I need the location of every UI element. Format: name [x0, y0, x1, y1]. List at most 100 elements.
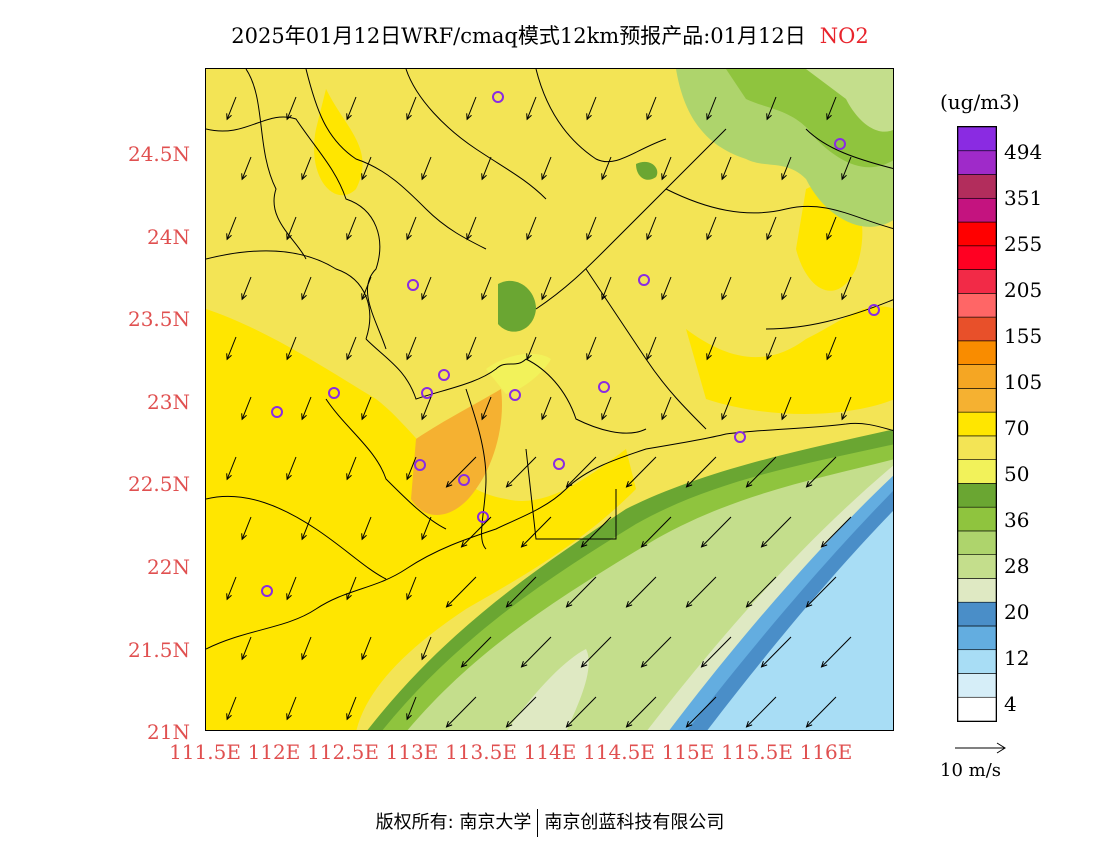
wind-arrow — [781, 156, 792, 181]
wind-arrow — [421, 636, 432, 661]
wind-arrow — [781, 396, 792, 421]
wind-arrow — [586, 216, 597, 241]
wind-arrow — [445, 456, 477, 488]
wind-arrow — [481, 156, 492, 181]
station-markers — [261, 91, 880, 597]
wind-arrow — [421, 396, 432, 421]
wind-arrow — [841, 156, 852, 181]
wind-arrow — [301, 396, 312, 421]
wind-arrow — [700, 516, 732, 548]
lon-label: 114.5E — [583, 740, 655, 764]
copyright-footer: 版权所有: 南京大学 南京创蓝科技有限公司 — [0, 808, 1100, 837]
colorbar-tick-label: 494 — [1004, 140, 1043, 164]
zone-70-105-north — [314, 89, 363, 196]
lat-label: 23N — [147, 390, 190, 414]
colorbar-swatch — [957, 340, 997, 365]
colorbar-swatch — [957, 221, 997, 247]
wind-arrow — [361, 276, 372, 301]
colorbar-swatch — [957, 483, 997, 508]
wind-arrow — [226, 96, 237, 121]
wind-arrow — [361, 396, 372, 421]
concentration-field — [206, 69, 893, 730]
wind-arrow — [685, 696, 717, 728]
lat-label: 21N — [147, 720, 190, 744]
lon-label: 115.5E — [721, 740, 793, 764]
wind-reference-arrow — [955, 742, 1006, 754]
colorbar-swatches — [957, 126, 997, 722]
admin-boundaries — [206, 69, 893, 580]
wind-arrow — [760, 516, 792, 548]
lon-label: 115E — [661, 740, 715, 764]
wind-arrow — [766, 216, 777, 241]
colorbar-swatch — [957, 530, 997, 555]
wind-arrow — [346, 696, 357, 721]
colorbar-swatch — [957, 174, 997, 199]
wind-arrow — [466, 336, 477, 361]
colorbar-swatch — [957, 625, 997, 651]
wind-arrow — [826, 216, 837, 241]
wind-reference-label: 10 m/s — [940, 760, 1001, 781]
wind-arrow — [406, 216, 417, 241]
station-marker — [868, 304, 880, 316]
lat-label: 21.5N — [127, 638, 190, 662]
station-marker — [834, 138, 846, 150]
wind-arrow — [826, 336, 837, 361]
lon-label: 111.5E — [169, 740, 241, 764]
wind-arrow — [625, 696, 657, 728]
wind-arrow — [505, 696, 537, 728]
lon-label: 113E — [385, 740, 439, 764]
wind-arrow — [526, 96, 537, 121]
station-marker — [598, 381, 610, 393]
lat-label: 22.5N — [127, 472, 190, 496]
station-marker — [421, 387, 433, 399]
wind-arrow — [241, 396, 252, 421]
colorbar-tick-label: 20 — [1004, 600, 1030, 624]
footer-separator — [537, 809, 539, 837]
station-marker — [458, 474, 470, 486]
colorbar-swatch — [957, 554, 997, 579]
station-marker — [638, 274, 650, 286]
colorbar-swatch — [957, 269, 997, 294]
wind-arrow — [685, 456, 717, 488]
wind-arrow — [286, 696, 297, 721]
wind-arrow — [505, 456, 537, 488]
wind-arrow — [760, 636, 792, 668]
colorbar-swatch — [957, 126, 997, 152]
wind-arrow — [700, 636, 732, 668]
wind-arrow — [565, 576, 597, 608]
wind-arrow — [460, 636, 492, 668]
lat-label: 24N — [147, 225, 190, 249]
station-marker — [261, 585, 273, 597]
wind-arrow — [406, 336, 417, 361]
station-marker — [492, 91, 504, 103]
wind-arrow — [820, 636, 852, 668]
wind-arrow — [505, 576, 537, 608]
wind-arrow — [526, 216, 537, 241]
zone-sea-0-12 — [707, 511, 893, 730]
wind-arrow — [286, 96, 297, 121]
station-marker — [414, 459, 426, 471]
wind-arrow — [286, 336, 297, 361]
wind-arrow — [745, 456, 777, 488]
wind-arrow — [586, 336, 597, 361]
wind-arrow — [601, 156, 612, 181]
wind-arrow — [820, 516, 852, 548]
lon-label: 114E — [523, 740, 577, 764]
wind-arrow — [301, 636, 312, 661]
colorbar-swatch — [957, 245, 997, 270]
wind-arrow — [346, 216, 357, 241]
wind-arrow — [721, 156, 732, 181]
map-title: 2025年01月12日WRF/cmaq模式12km预报产品:01月12日 NO2 — [0, 20, 1100, 50]
wind-arrow — [520, 636, 552, 668]
wind-arrow — [286, 216, 297, 241]
wind-arrow — [580, 636, 612, 668]
wind-arrow — [625, 456, 657, 488]
wind-arrow — [226, 216, 237, 241]
wind-arrow — [721, 396, 732, 421]
wind-arrow — [226, 576, 237, 601]
wind-arrow — [301, 516, 312, 541]
wind-arrow — [481, 396, 492, 421]
wind-arrow — [766, 336, 777, 361]
wind-arrow — [586, 96, 597, 121]
colorbar-swatch — [957, 316, 997, 342]
